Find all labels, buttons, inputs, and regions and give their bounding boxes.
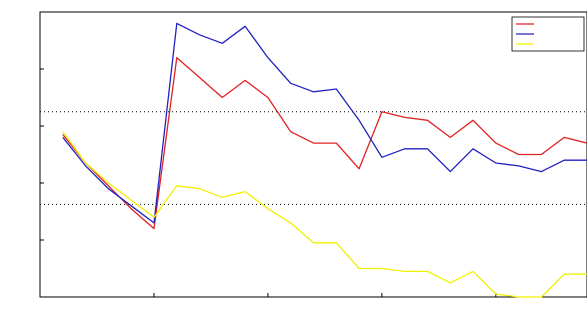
series-line-2 [62, 22, 587, 224]
legend [511, 16, 585, 52]
series-line-3 [62, 131, 587, 298]
series-lines [62, 22, 587, 298]
plot-area [39, 11, 587, 298]
y-axis-ticks [40, 11, 44, 298]
series-line-1 [62, 56, 587, 230]
